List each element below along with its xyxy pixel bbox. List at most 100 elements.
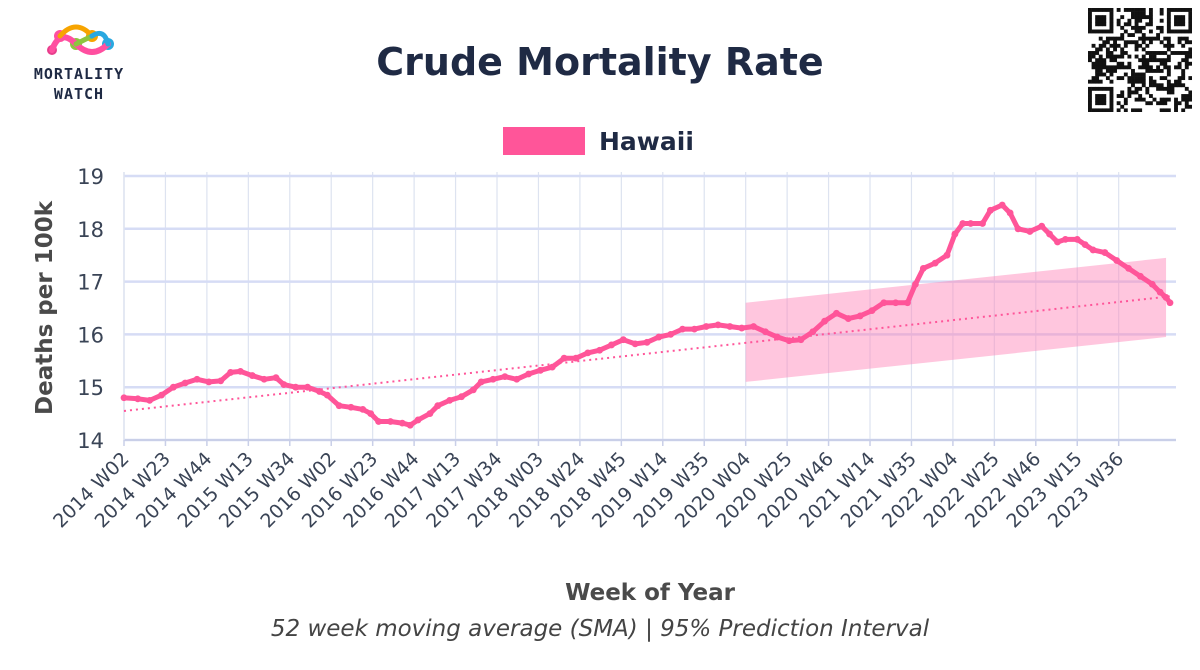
- qr-module: [1184, 97, 1189, 102]
- data-point: [367, 410, 375, 417]
- qr-module: [1098, 58, 1103, 63]
- x-axis-title: Week of Year: [565, 580, 736, 606]
- qr-module: [1141, 54, 1146, 59]
- qr-module: [1177, 18, 1182, 23]
- qr-module: [1188, 25, 1192, 30]
- qr-module: [1088, 104, 1092, 109]
- qr-module: [1116, 94, 1121, 98]
- qr-module: [1102, 43, 1107, 48]
- qr-module: [1120, 15, 1125, 20]
- qr-module: [1109, 97, 1114, 102]
- qr-module: [1159, 11, 1164, 16]
- qr-module: [1188, 97, 1192, 102]
- data-point: [292, 383, 300, 391]
- qr-module: [1145, 101, 1150, 106]
- qr-module: [1145, 86, 1150, 91]
- data-point: [904, 299, 911, 307]
- qr-module: [1102, 101, 1107, 106]
- chart-title: Crude Mortality Rate: [376, 40, 824, 84]
- data-point: [868, 307, 876, 315]
- qr-module: [1120, 54, 1125, 59]
- qr-module: [1138, 108, 1143, 112]
- qr-module: [1138, 43, 1143, 48]
- qr-module: [1159, 68, 1164, 73]
- qr-module: [1113, 65, 1117, 70]
- qr-module: [1177, 22, 1182, 27]
- qr-module: [1088, 54, 1092, 59]
- qr-module: [1134, 86, 1139, 91]
- qr-module: [1181, 43, 1186, 48]
- qr-module: [1181, 58, 1186, 63]
- qr-module: [1123, 97, 1128, 102]
- qr-module: [1181, 22, 1186, 27]
- qr-module: [1159, 58, 1164, 63]
- qr-module: [1109, 36, 1114, 41]
- qr-module: [1159, 61, 1164, 66]
- qr-module: [1166, 25, 1171, 30]
- qr-module: [1098, 79, 1103, 84]
- qr-module: [1156, 101, 1161, 106]
- qr-module: [1181, 18, 1186, 23]
- qr-module: [1166, 83, 1171, 88]
- y-tick-label: 17: [77, 271, 104, 295]
- qr-module: [1098, 43, 1103, 48]
- qr-module: [1159, 40, 1164, 45]
- data-point: [1136, 272, 1144, 280]
- data-point: [608, 341, 615, 349]
- qr-module: [1152, 58, 1157, 63]
- qr-module: [1088, 18, 1092, 23]
- qr-module: [1109, 90, 1114, 95]
- qr-module: [1088, 101, 1092, 106]
- qr-module: [1159, 29, 1164, 34]
- data-point: [335, 402, 343, 410]
- qr-module: [1188, 22, 1192, 27]
- qr-module: [1145, 58, 1150, 63]
- qr-module: [1138, 72, 1143, 77]
- qr-module: [1163, 43, 1168, 48]
- qr-module: [1109, 104, 1114, 109]
- qr-module: [1120, 94, 1125, 98]
- qr-module: [1141, 36, 1146, 41]
- qr-module: [1166, 47, 1171, 52]
- qr-module: [1177, 65, 1182, 70]
- data-point: [227, 369, 234, 376]
- qr-module: [1098, 29, 1103, 34]
- qr-module: [1148, 54, 1153, 59]
- qr-module: [1095, 29, 1100, 34]
- qr-module: [1156, 65, 1161, 70]
- qr-module: [1156, 83, 1161, 88]
- qr-module: [1095, 61, 1100, 66]
- qr-module: [1113, 54, 1117, 59]
- qr-module: [1113, 68, 1117, 73]
- legend-swatch-hawaii: [503, 127, 585, 155]
- qr-module: [1166, 18, 1171, 23]
- qr-module: [1102, 97, 1107, 102]
- qr-module: [1181, 108, 1186, 112]
- qr-code-icon[interactable]: [1088, 8, 1192, 112]
- qr-module: [1156, 86, 1161, 91]
- qr-module: [1120, 33, 1125, 37]
- qr-module: [1109, 18, 1114, 23]
- data-point: [596, 346, 604, 354]
- qr-module: [1127, 33, 1132, 37]
- qr-module: [1109, 15, 1114, 20]
- qr-module: [1105, 108, 1110, 112]
- qr-module: [1163, 108, 1168, 112]
- qr-module: [1141, 58, 1146, 63]
- qr-module: [1095, 108, 1100, 112]
- qr-module: [1148, 15, 1153, 20]
- qr-module: [1105, 76, 1110, 81]
- data-point: [280, 381, 288, 388]
- data-point: [959, 220, 967, 227]
- qr-module: [1102, 15, 1107, 20]
- y-tick-label: 14: [77, 429, 104, 453]
- qr-module: [1095, 22, 1100, 27]
- qr-module: [1091, 43, 1096, 48]
- qr-module: [1102, 18, 1107, 23]
- qr-module: [1109, 72, 1114, 77]
- qr-module: [1141, 65, 1146, 70]
- y-axis-title: Deaths per 100k: [32, 200, 58, 415]
- qr-module: [1174, 15, 1178, 20]
- qr-module: [1138, 25, 1143, 30]
